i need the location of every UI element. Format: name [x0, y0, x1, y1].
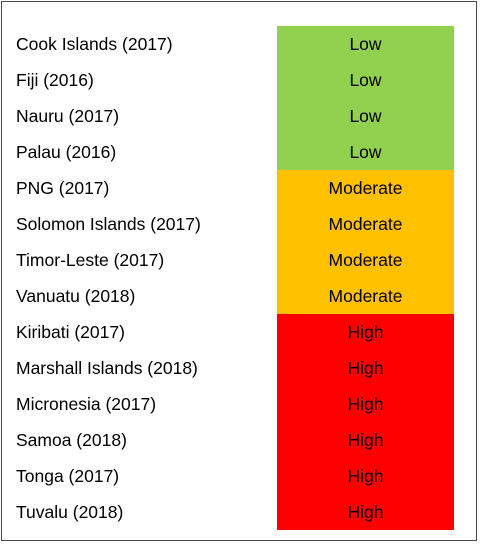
rating-cell: Moderate	[277, 206, 454, 243]
table-row: Fiji (2016) Low	[2, 62, 478, 99]
country-label: Cook Islands (2017)	[16, 34, 173, 54]
country-label: Kiribati (2017)	[16, 322, 125, 342]
table-row: Samoa (2018) High	[2, 422, 478, 459]
country-label: Timor-Leste (2017)	[16, 250, 165, 270]
rating-cell: Low	[277, 62, 454, 99]
rating-cell: Low	[277, 134, 454, 171]
country-label: Micronesia (2017)	[16, 394, 157, 414]
rating-cell: Moderate	[277, 278, 454, 315]
rating-cell: Moderate	[277, 242, 454, 279]
country-label: Samoa (2018)	[16, 430, 127, 450]
country-label: Vanuatu (2018)	[16, 286, 136, 306]
rating-cell: Low	[277, 26, 454, 63]
country-label: Solomon Islands (2017)	[16, 214, 201, 234]
table-row: Solomon Islands (2017) Moderate	[2, 206, 478, 243]
table-row: Cook Islands (2017) Low	[2, 26, 478, 63]
table-row: Tuvalu (2018) High	[2, 494, 478, 530]
table-row: Tonga (2017) High	[2, 458, 478, 495]
table-row: Kiribati (2017) High	[2, 314, 478, 351]
country-label: PNG (2017)	[16, 178, 110, 198]
rating-cell: Moderate	[277, 170, 454, 207]
table-row: Marshall Islands (2018) High	[2, 350, 478, 387]
country-label: Marshall Islands (2018)	[16, 358, 198, 378]
table-row: PNG (2017) Moderate	[2, 170, 478, 207]
rating-cell: High	[277, 494, 454, 530]
table-row: Micronesia (2017) High	[2, 386, 478, 423]
table-row: Timor-Leste (2017) Moderate	[2, 242, 478, 279]
country-label: Palau (2016)	[16, 142, 117, 162]
rating-cell: High	[277, 314, 454, 351]
country-label: Tonga (2017)	[16, 466, 120, 486]
rating-cell: Low	[277, 98, 454, 135]
table-row: Vanuatu (2018) Moderate	[2, 278, 478, 315]
country-label: Fiji (2016)	[16, 70, 94, 90]
rating-cell: High	[277, 422, 454, 459]
table-row: Nauru (2017) Low	[2, 98, 478, 135]
country-label: Nauru (2017)	[16, 106, 120, 126]
rating-cell: High	[277, 458, 454, 495]
table-row: Palau (2016) Low	[2, 134, 478, 171]
rating-cell: High	[277, 350, 454, 387]
country-label: Tuvalu (2018)	[16, 502, 124, 522]
rating-cell: High	[277, 386, 454, 423]
